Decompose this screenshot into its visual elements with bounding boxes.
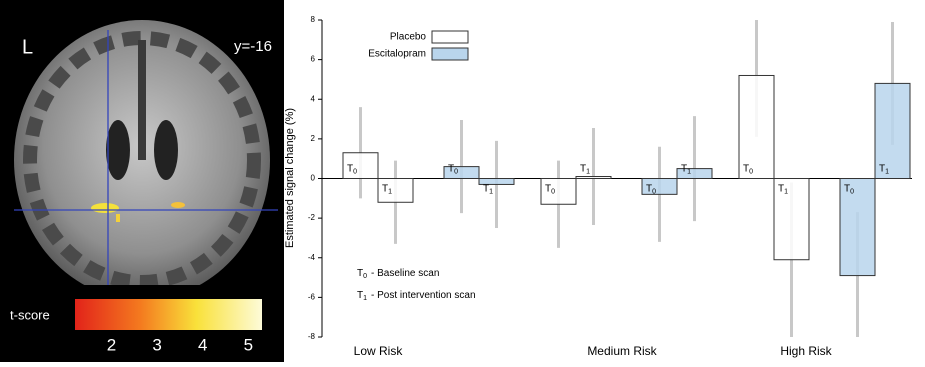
timepoint-label: T0- Baseline scan <box>357 268 439 280</box>
activation <box>116 214 120 222</box>
subscript: 0 <box>551 188 555 195</box>
legend-label: Placebo <box>390 32 427 43</box>
y-tick-label: -6 <box>308 292 316 301</box>
y-tick-label: 6 <box>311 55 316 64</box>
brain-panel: L y=-16 t-score <box>0 0 284 362</box>
legend-label: Escitalopram <box>368 49 426 60</box>
subscript: 1 <box>388 188 392 195</box>
bar <box>576 177 611 179</box>
y-tick-label: -2 <box>308 213 316 222</box>
timepoint-label: T0 <box>448 163 458 175</box>
description: - Post intervention scan <box>371 290 476 301</box>
chart: Estimated signal change (%) <box>284 108 296 248</box>
activation <box>91 203 119 213</box>
colorbar-tick-label: 4 <box>198 335 207 354</box>
subscript: 0 <box>652 188 656 195</box>
y-tick-label: 0 <box>311 174 316 183</box>
timepoint-label: T1 <box>681 163 691 175</box>
colorbar-tick-label: 5 <box>244 335 253 354</box>
subscript: 1 <box>885 168 889 175</box>
x-tick-label: Low Risk <box>354 344 404 358</box>
timepoint-label: T1 <box>483 183 493 195</box>
legend-swatch <box>432 31 468 43</box>
subscript: 1 <box>687 168 691 175</box>
x-tick-label: Medium Risk <box>587 344 657 358</box>
subscript: 1 <box>784 188 788 195</box>
x-tick-label: High Risk <box>780 344 832 358</box>
y-axis-label: Estimated signal change (%) <box>284 108 296 248</box>
subscript: 1 <box>586 168 590 175</box>
y-tick-label: 4 <box>311 94 316 103</box>
timepoint-label: T1- Post intervention scan <box>357 290 476 302</box>
subscript: 0 <box>353 168 357 175</box>
midline <box>138 40 146 160</box>
y-tick-label: -8 <box>308 332 316 341</box>
legend-swatch <box>432 48 468 60</box>
ventricle <box>106 120 130 180</box>
slice-label: y=-16 <box>234 38 272 55</box>
subscript: 0 <box>363 273 367 280</box>
colorbar-label: t-score <box>10 307 50 322</box>
colorbar <box>75 299 262 330</box>
subscript: 1 <box>363 295 367 302</box>
subscript: 0 <box>850 188 854 195</box>
colorbar-tick-label: 2 <box>107 335 116 354</box>
y-tick-label: 2 <box>311 134 316 143</box>
figure: L y=-16 t-score Estimated signal change … <box>0 0 925 362</box>
colorbar-tick-label: 3 <box>152 335 161 354</box>
description: - Baseline scan <box>371 268 439 279</box>
subscript: 0 <box>454 168 458 175</box>
ventricle <box>154 120 178 180</box>
side-label: L <box>22 36 33 58</box>
subscript: 1 <box>489 188 493 195</box>
timepoint-label: T1 <box>580 163 590 175</box>
y-tick-label: -4 <box>308 253 316 262</box>
subscript: 0 <box>749 168 753 175</box>
y-tick-label: 8 <box>311 15 316 24</box>
activation <box>171 202 185 208</box>
